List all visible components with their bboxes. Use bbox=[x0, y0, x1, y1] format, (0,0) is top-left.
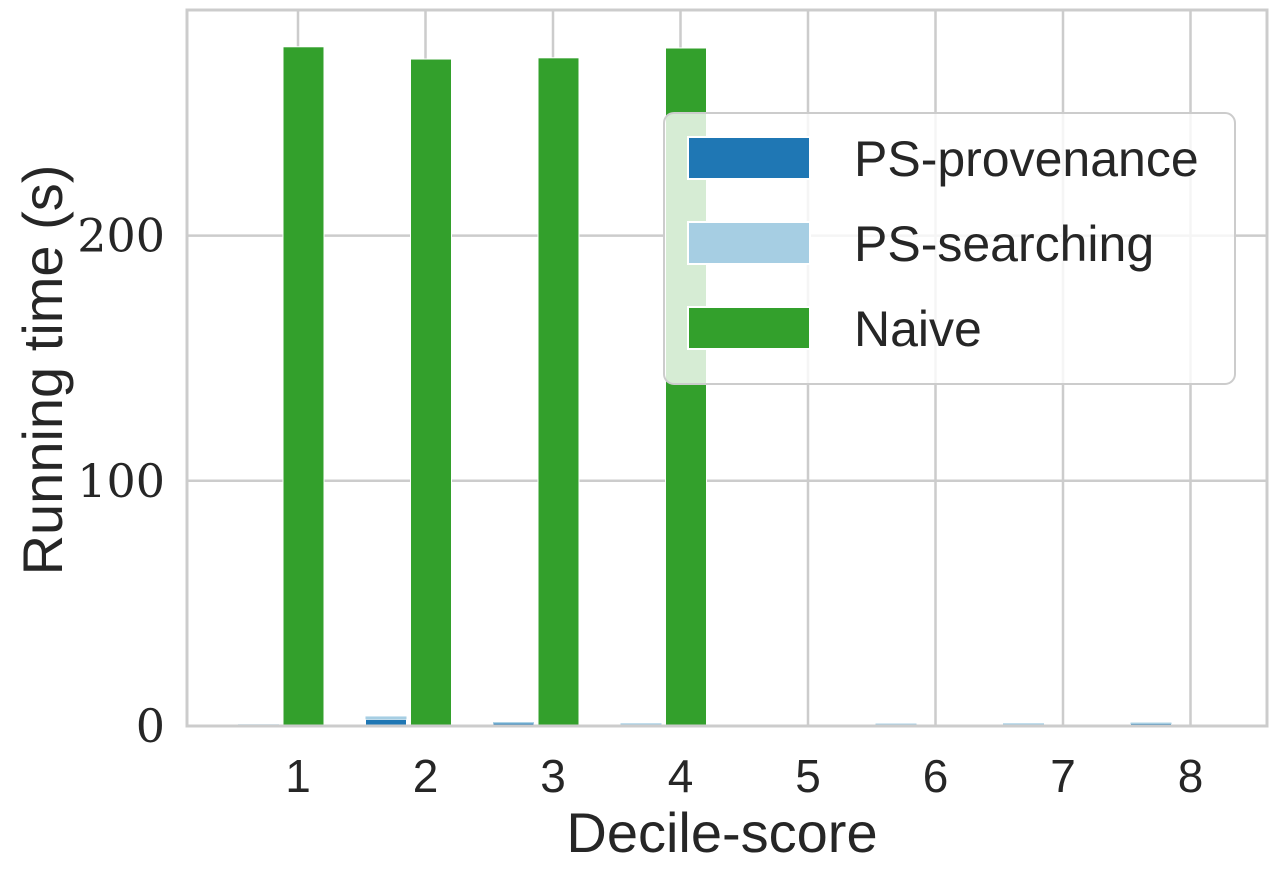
x-tick-label: 6 bbox=[923, 750, 949, 802]
x-tick-label: 2 bbox=[413, 750, 439, 802]
legend-label: Naive bbox=[854, 301, 982, 357]
bar-ps-searching bbox=[1003, 723, 1044, 725]
bar-ps-searching bbox=[365, 716, 407, 720]
bar-ps-searching bbox=[493, 722, 534, 724]
legend-swatch bbox=[687, 136, 811, 180]
y-tick-label: 100 bbox=[77, 454, 165, 508]
x-tick-label: 3 bbox=[540, 750, 566, 802]
bar-ps-searching bbox=[1130, 722, 1172, 725]
y-tick-label: 200 bbox=[77, 209, 165, 263]
tick-labels: 0 100 200 1 2 3 4 5 6 7 8 bbox=[77, 209, 1203, 802]
legend-label: PS-provenance bbox=[854, 131, 1199, 187]
y-axis-label: Running time (s) bbox=[11, 165, 74, 576]
legend-swatch bbox=[687, 221, 811, 265]
legend: PS-provenance PS-searching Naive bbox=[663, 112, 1236, 385]
bars bbox=[237, 46, 1172, 728]
bar-ps-searching bbox=[875, 723, 917, 726]
legend-swatch bbox=[687, 306, 811, 350]
x-tick-label: 7 bbox=[1050, 750, 1076, 802]
x-tick-label: 8 bbox=[1178, 750, 1204, 802]
x-axis-label: Decile-score bbox=[566, 801, 877, 864]
y-tick-label: 0 bbox=[136, 699, 165, 753]
bar-naive bbox=[410, 58, 452, 727]
bar-ps-searching bbox=[620, 723, 662, 725]
bar-naive bbox=[282, 46, 325, 727]
bar-naive bbox=[537, 57, 580, 727]
x-tick-label: 5 bbox=[795, 750, 821, 802]
x-tick-label: 1 bbox=[285, 750, 311, 802]
axes-border bbox=[185, 8, 1269, 728]
legend-label: PS-searching bbox=[854, 216, 1154, 272]
x-tick-label: 4 bbox=[668, 750, 694, 802]
plot-frame bbox=[185, 8, 1269, 728]
